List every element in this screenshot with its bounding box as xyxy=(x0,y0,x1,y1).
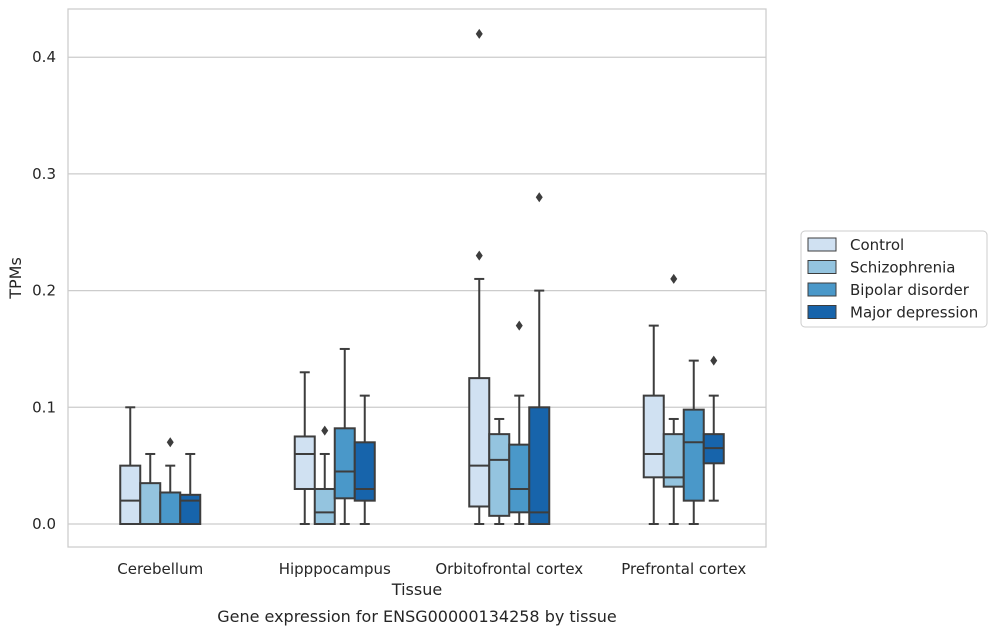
outlier-marker xyxy=(475,250,483,261)
legend-label: Schizophrenia xyxy=(850,259,955,277)
legend-swatch xyxy=(807,260,837,274)
box-group xyxy=(333,347,356,525)
box xyxy=(662,433,685,488)
box-group xyxy=(293,371,316,525)
legend-label: Major depression xyxy=(850,304,978,322)
y-tick-label: 0.4 xyxy=(32,48,56,66)
plot-frame xyxy=(67,8,767,548)
y-tick-label: 0.1 xyxy=(32,398,56,416)
legend-swatch xyxy=(807,237,837,252)
y-tick-labels: 0.0 0.1 0.2 0.3 0.4 xyxy=(32,48,56,533)
box-group xyxy=(119,406,142,525)
legend-label: Bipolar disorder xyxy=(850,281,970,299)
x-tick-label: Hipppocampus xyxy=(279,560,391,578)
box xyxy=(468,377,491,508)
box xyxy=(333,427,356,500)
box-group xyxy=(159,437,182,525)
chart-caption: Gene expression for ENSG00000134258 by t… xyxy=(217,607,617,626)
x-tick-labels: Cerebellum Hipppocampus Orbitofrontal cort… xyxy=(117,560,746,578)
box xyxy=(313,487,336,525)
box xyxy=(508,443,531,514)
box-group xyxy=(488,417,511,525)
y-axis-title: TPMs xyxy=(6,257,25,300)
box-group xyxy=(682,359,705,525)
outlier-marker xyxy=(670,273,678,284)
y-tick-label: 0.3 xyxy=(32,165,56,183)
x-axis-title: Tissue xyxy=(391,580,442,599)
box xyxy=(119,464,142,525)
x-tick-label: Prefrontal cortex xyxy=(621,560,746,578)
box-group xyxy=(702,355,725,502)
outlier-marker xyxy=(535,192,543,203)
box-plot-area xyxy=(119,28,725,526)
legend-swatch xyxy=(807,282,837,297)
outlier-marker xyxy=(166,437,174,448)
outlier-marker xyxy=(515,320,523,331)
box-group xyxy=(508,320,531,525)
box-group xyxy=(139,452,162,525)
legend-label: Control xyxy=(850,236,904,254)
y-tick-label: 0.2 xyxy=(32,282,56,300)
box xyxy=(293,435,316,490)
box xyxy=(528,406,551,525)
box xyxy=(159,491,182,525)
x-tick-label: Cerebellum xyxy=(117,560,203,578)
y-tick-label: 0.0 xyxy=(32,515,56,533)
box xyxy=(179,493,202,526)
box-group xyxy=(353,394,376,525)
box-group xyxy=(313,425,336,525)
box xyxy=(353,441,376,502)
box xyxy=(139,482,162,525)
x-tick-label: Orbitofrontal cortex xyxy=(435,560,583,578)
legend-frame xyxy=(800,230,988,328)
box-group xyxy=(468,28,491,525)
outlier-marker xyxy=(321,425,329,436)
box-group xyxy=(642,324,665,525)
box xyxy=(642,394,665,479)
box xyxy=(488,433,511,517)
legend-swatch xyxy=(807,305,837,319)
outlier-marker xyxy=(475,28,483,39)
box-group xyxy=(662,273,685,525)
box xyxy=(682,408,705,502)
box-group xyxy=(179,452,202,526)
outlier-marker xyxy=(710,355,718,366)
legend: Control Schizophrenia Bipolar disorder Majo… xyxy=(800,230,988,328)
box-group xyxy=(528,192,551,525)
